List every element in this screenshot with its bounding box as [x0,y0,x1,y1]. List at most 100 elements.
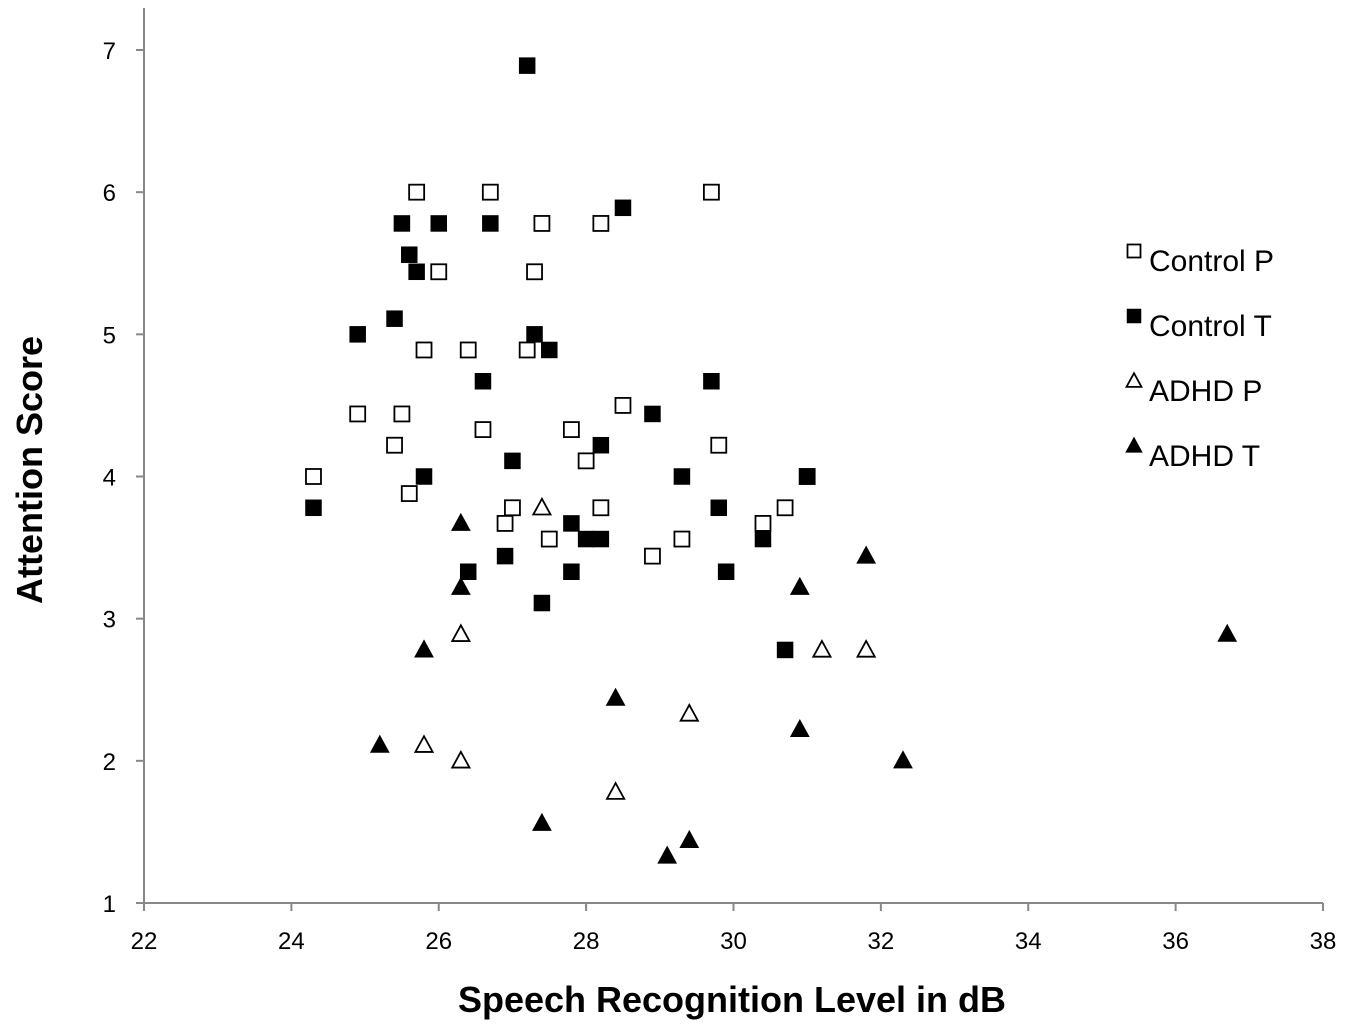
control-p-point [481,183,499,201]
control-p-point [415,341,433,359]
control-t-point [798,468,816,485]
control-t-point [592,436,610,454]
adhd-p-point [605,781,626,800]
control-t-point [504,452,521,470]
control-p-point [504,499,521,517]
control-t-point [644,405,661,423]
control-p-point [754,515,772,532]
x-tick-label: 24 [278,928,305,955]
adhd-t-point [856,545,877,564]
control-p-point [540,530,558,548]
adhd-p-point [413,734,435,753]
control-t-point [592,530,610,548]
legend-label: Control P [1149,245,1274,278]
control-t-point [533,594,551,612]
adhd-p-point [531,496,553,516]
control-t-point [754,530,772,548]
control-p-point [408,183,426,201]
control-p-point [710,436,728,454]
x-tick-label: 30 [720,928,747,955]
control-t-point [349,326,366,343]
x-tick-label: 32 [868,928,895,955]
control-p-point [526,263,543,281]
control-t-point [430,215,447,232]
control-p-point [776,499,794,517]
adhd-t-point [605,687,626,706]
control-t-point [541,341,558,359]
adhd-t-point [679,829,700,848]
control-t-point [563,563,580,581]
control-t-point [703,372,720,390]
adhd-p-point [811,639,833,658]
control-t-point [408,263,425,281]
control-t-point [482,215,499,232]
adhd-t-point [657,845,678,864]
legend: Control P Control T ADHD P ADHD T [1125,243,1274,473]
control-p-point [644,547,661,565]
y-tick-label: 1 [103,891,116,918]
legend-marker-control-t [1126,308,1142,324]
x-tick-label: 28 [573,928,600,955]
control-t-point [710,499,728,517]
control-p-point [592,215,610,232]
control-t-point [577,530,595,548]
legend-marker-control-p [1126,243,1142,259]
control-p-point [592,499,610,517]
legend-marker-adhd-p [1125,371,1143,388]
control-t-point [673,468,691,485]
control-t-point [563,515,580,532]
y-ticks: 1 2 3 4 5 6 7 [103,38,144,918]
adhd-p-point [450,623,472,642]
adhd-t-point [789,576,810,595]
adhd-t-point [450,576,471,595]
x-tick-label: 34 [1015,928,1042,955]
control-p-point [393,405,411,423]
adhd-t-point [532,812,552,831]
control-p-point [430,263,448,281]
control-t-point [717,563,735,581]
x-ticks: 22 24 26 28 30 32 34 36 38 [131,903,1337,955]
control-t-point [474,372,492,390]
control-t-point [459,563,477,581]
legend-label: Control T [1149,310,1272,343]
x-tick-label: 22 [131,928,158,955]
data-points [305,57,1238,864]
x-tick-label: 26 [425,928,452,955]
control-p-point [518,341,536,359]
control-p-point [533,215,551,232]
control-p-point [386,436,403,454]
adhd-t-point [893,750,913,769]
legend-label: ADHD P [1149,375,1262,408]
x-tick-label: 38 [1310,928,1337,955]
control-p-point [459,341,477,359]
control-t-point [518,57,536,74]
control-p-point [702,183,720,201]
y-tick-label: 2 [103,749,116,776]
y-tick-label: 3 [103,607,116,634]
y-tick-label: 5 [103,322,116,349]
control-t-point [614,199,632,217]
y-axis-title: Attention Score [9,336,50,604]
control-p-point [673,530,691,548]
control-t-point [415,468,433,485]
adhd-t-point [450,512,471,531]
y-tick-label: 7 [103,38,116,65]
control-p-point [614,397,632,414]
adhd-t-point [789,718,810,738]
control-p-point [496,515,514,532]
legend-marker-adhd-t [1125,436,1143,453]
y-tick-label: 6 [103,180,116,207]
control-t-point [401,246,418,263]
adhd-t-point [414,639,434,658]
x-tick-label: 36 [1162,928,1189,955]
y-tick-label: 4 [103,465,116,492]
control-p-point [577,452,595,470]
control-t-point [393,215,411,232]
control-p-point [562,421,580,438]
adhd-p-point [450,749,472,769]
control-t-point [386,310,403,327]
control-p-point [400,485,418,502]
adhd-p-point [855,639,877,658]
adhd-t-point [369,734,390,753]
legend-label: ADHD T [1149,440,1260,473]
